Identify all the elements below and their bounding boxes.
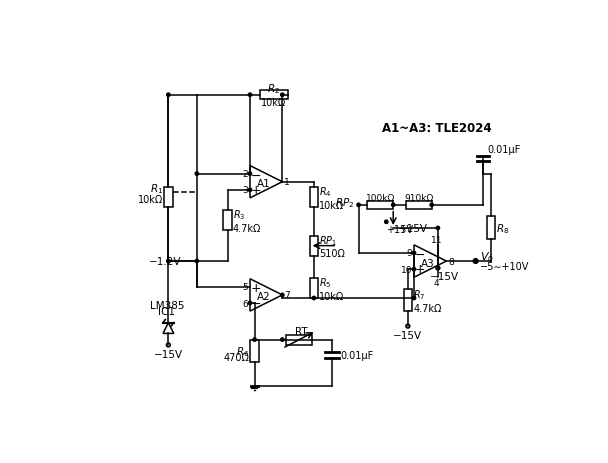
Text: 3: 3 (243, 186, 249, 195)
Bar (404, 289, 412, 311)
Bar (309, 236, 318, 256)
Text: +15V: +15V (399, 224, 429, 233)
Bar (309, 278, 318, 298)
Bar (286, 335, 313, 345)
Text: $RP_1$
510Ω: $RP_1$ 510Ω (319, 233, 345, 259)
Text: 1: 1 (284, 178, 289, 187)
Text: 2: 2 (243, 170, 249, 179)
Text: A1~A3: TLE2024: A1~A3: TLE2024 (382, 122, 491, 135)
Text: −15V: −15V (393, 331, 423, 341)
Bar (406, 201, 432, 210)
Text: A2: A2 (257, 292, 271, 302)
Text: 0.01μF: 0.01μF (341, 350, 374, 360)
Text: 10: 10 (401, 265, 412, 274)
Text: 10kΩ: 10kΩ (138, 194, 163, 204)
Bar (223, 211, 232, 231)
Circle shape (412, 297, 416, 300)
Bar (487, 217, 496, 240)
Circle shape (412, 252, 416, 255)
Circle shape (248, 302, 252, 305)
Circle shape (248, 94, 252, 97)
Circle shape (195, 260, 199, 263)
Text: 910kΩ: 910kΩ (404, 194, 434, 203)
Bar (260, 91, 288, 100)
Text: $+$: $+$ (414, 262, 425, 275)
Bar (164, 188, 173, 208)
Text: 10kΩ: 10kΩ (261, 97, 286, 107)
Text: LM385: LM385 (150, 300, 184, 310)
Circle shape (167, 94, 170, 97)
Text: A3: A3 (421, 258, 435, 268)
Circle shape (195, 173, 199, 176)
Text: −15V: −15V (154, 350, 183, 359)
Text: RT: RT (295, 326, 308, 337)
Circle shape (385, 220, 388, 224)
Text: $R_3$
4.7kΩ: $R_3$ 4.7kΩ (233, 208, 261, 233)
Text: $-$: $-$ (414, 248, 425, 261)
Circle shape (412, 268, 416, 271)
Circle shape (281, 294, 284, 297)
Text: 11: 11 (430, 236, 442, 244)
Text: $R_7$
4.7kΩ: $R_7$ 4.7kΩ (413, 288, 441, 313)
Polygon shape (414, 245, 446, 278)
Text: 9: 9 (407, 249, 412, 258)
Circle shape (253, 338, 257, 342)
Text: $R_2$: $R_2$ (268, 81, 280, 95)
Text: 100kΩ: 100kΩ (365, 194, 395, 203)
Text: $R_6$: $R_6$ (236, 344, 249, 358)
Text: +15V: +15V (386, 225, 413, 235)
Text: 8: 8 (448, 257, 454, 266)
Text: $-$: $-$ (250, 296, 261, 309)
Circle shape (436, 227, 440, 230)
Text: 470Ω: 470Ω (223, 352, 249, 363)
Circle shape (392, 204, 395, 207)
Text: 0.01μF: 0.01μF (487, 145, 520, 155)
Text: $+$: $+$ (250, 282, 261, 294)
Bar (309, 188, 318, 208)
Bar (367, 201, 393, 210)
Text: 7: 7 (284, 291, 289, 300)
Bar (250, 341, 259, 362)
Circle shape (167, 260, 170, 263)
Circle shape (281, 94, 284, 97)
Text: $R_4$
10kΩ: $R_4$ 10kΩ (319, 185, 345, 210)
Text: −1.2V: −1.2V (149, 257, 181, 267)
Text: $+$: $+$ (250, 183, 261, 196)
Text: 6: 6 (243, 299, 249, 308)
Text: $-$: $-$ (250, 169, 261, 181)
Circle shape (248, 173, 252, 176)
Circle shape (281, 338, 284, 342)
Circle shape (248, 189, 252, 192)
Text: $R_8$: $R_8$ (496, 222, 510, 235)
Text: $RP_2$: $RP_2$ (336, 196, 354, 210)
Text: 5: 5 (243, 283, 249, 292)
Text: −15V: −15V (429, 271, 458, 281)
Text: $V_o$: $V_o$ (480, 249, 494, 263)
Circle shape (357, 204, 361, 207)
Text: A1: A1 (257, 179, 271, 189)
Circle shape (313, 297, 316, 300)
Polygon shape (163, 323, 174, 334)
Polygon shape (250, 279, 282, 312)
Text: $R_1$: $R_1$ (150, 181, 163, 195)
Circle shape (474, 260, 477, 263)
Circle shape (430, 204, 434, 207)
Polygon shape (250, 166, 282, 199)
Text: $R_5$
10kΩ: $R_5$ 10kΩ (319, 275, 345, 301)
Text: −5∼+10V: −5∼+10V (480, 262, 530, 272)
Text: 4: 4 (434, 279, 439, 288)
Text: IC1: IC1 (158, 307, 175, 316)
